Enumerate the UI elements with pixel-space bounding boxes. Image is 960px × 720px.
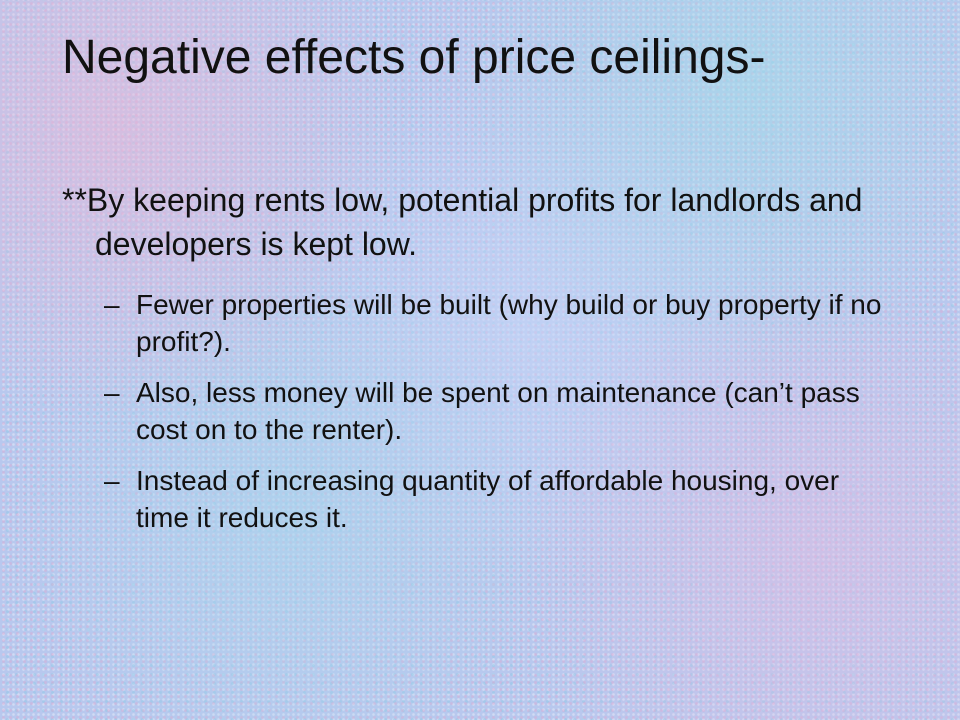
sub-bullet-fewer-properties: – Fewer properties will be built (why bu… <box>104 286 892 360</box>
dash-marker: – <box>104 289 120 320</box>
slide-content: **By keeping rents low, potential profit… <box>62 178 892 550</box>
sub-bullet-text: Instead of increasing quantity of afford… <box>136 465 840 533</box>
slide-title: Negative effects of price ceilings- <box>62 31 766 84</box>
sub-bullet-list: – Fewer properties will be built (why bu… <box>62 286 892 536</box>
main-bullet: **By keeping rents low, potential profit… <box>62 182 863 262</box>
sub-bullet-text: Also, less money will be spent on mainte… <box>136 377 860 445</box>
sub-bullet-reduces-housing: – Instead of increasing quantity of affo… <box>104 462 892 536</box>
sub-bullet-text: Fewer properties will be built (why buil… <box>136 289 882 357</box>
dash-marker: – <box>104 465 120 496</box>
dash-marker: – <box>104 377 120 408</box>
sub-bullet-less-maintenance: – Also, less money will be spent on main… <box>104 374 892 448</box>
